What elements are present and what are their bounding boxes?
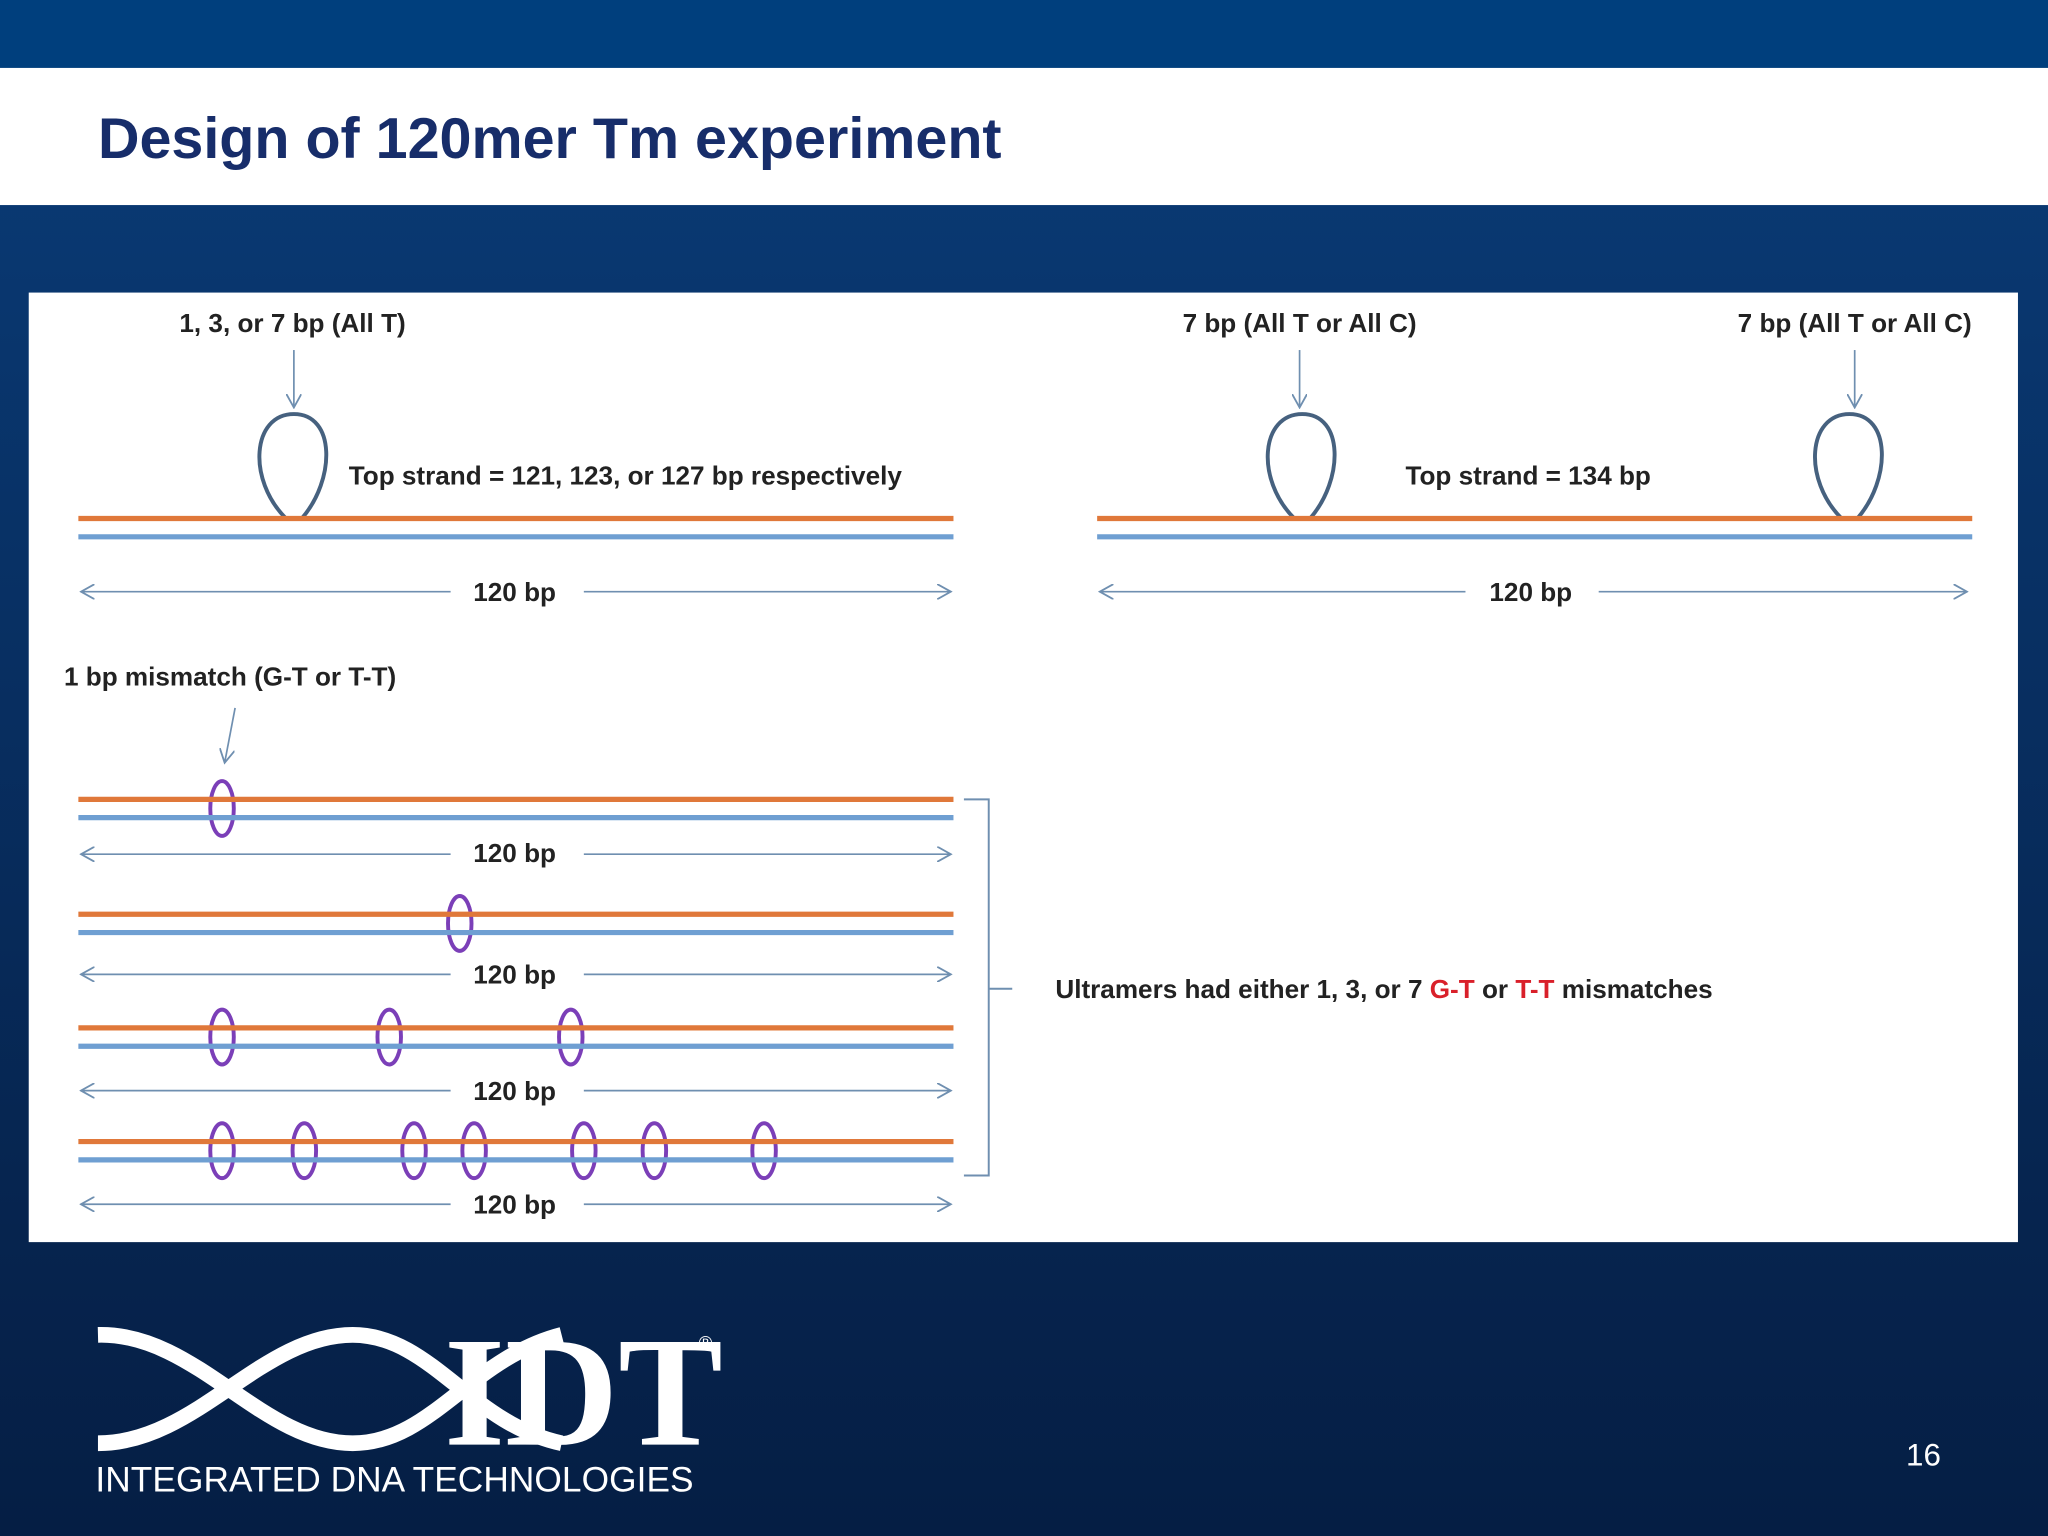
mismatch	[208, 1007, 236, 1067]
pointer-arrow	[225, 707, 236, 763]
mismatch-note: Ultramers had either 1, 3, or 7 G-T or T…	[1055, 974, 1712, 1004]
loop-label: 7 bp (All T or All C)	[1183, 308, 1417, 338]
length-label: 120 bp	[1489, 577, 1572, 607]
loop-label: 7 bp (All T or All C)	[1738, 308, 1972, 338]
page-number: 16	[1906, 1437, 1941, 1472]
bracket	[963, 798, 1013, 1177]
mismatch	[570, 1121, 598, 1181]
loop	[257, 412, 329, 520]
note-text: Ultramers had either 1, 3, or 7	[1055, 974, 1429, 1004]
length-label: 120 bp	[473, 1189, 556, 1219]
mismatch	[208, 1121, 236, 1181]
mismatch	[640, 1121, 669, 1181]
length-label: 120 bp	[473, 577, 556, 607]
strand-label: Top strand = 134 bp	[1405, 461, 1650, 491]
mismatch	[208, 779, 236, 838]
loop-label: 1, 3, or 7 bp (All T)	[179, 308, 405, 338]
diagram: 1, 3, or 7 bp (All T) Top strand = 121, …	[64, 308, 1973, 1219]
length-label: 120 bp	[473, 1076, 556, 1106]
loop	[1265, 412, 1337, 520]
note-text: or	[1475, 974, 1516, 1004]
registered-mark: ®	[699, 1332, 713, 1353]
mismatch	[400, 1121, 428, 1181]
top-bar	[0, 0, 2048, 68]
title-band	[0, 67, 2048, 206]
mismatch-label: 1 bp mismatch (G-T or T-T)	[64, 662, 396, 692]
note-text: mismatches	[1554, 974, 1712, 1004]
mismatch	[290, 1121, 319, 1181]
length-label: 120 bp	[473, 960, 556, 990]
mismatch	[460, 1121, 488, 1181]
length-label: 120 bp	[473, 838, 556, 868]
mismatch	[375, 1007, 403, 1067]
diagram-panel	[28, 292, 2018, 1243]
mismatch	[557, 1007, 585, 1067]
helix-strand	[97, 1327, 564, 1452]
slide-title: Design of 120mer Tm experiment	[98, 107, 1002, 171]
logo: IDT ® INTEGRATED DNA TECHNOLOGIES	[95, 1305, 722, 1500]
mismatch	[750, 1121, 778, 1181]
note-highlight: T-T	[1515, 974, 1554, 1004]
company-name: INTEGRATED DNA TECHNOLOGIES	[95, 1461, 693, 1500]
loop	[1813, 412, 1884, 520]
mismatch	[446, 894, 474, 953]
helix-strand	[97, 1327, 564, 1452]
logo-mark: IDT	[444, 1305, 723, 1479]
strand-label: Top strand = 121, 123, or 127 bp respect…	[349, 461, 903, 491]
note-highlight: G-T	[1430, 974, 1475, 1004]
